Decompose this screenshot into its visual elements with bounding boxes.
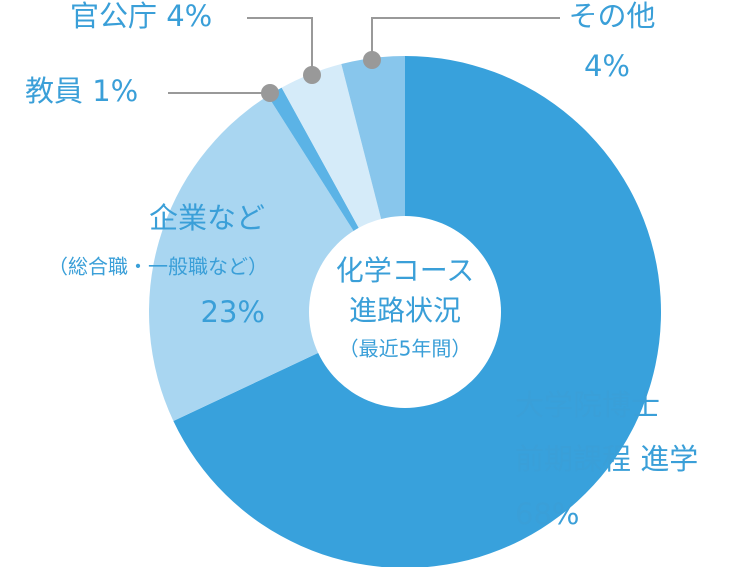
leader-dot [261, 84, 279, 102]
value-label: 1% [92, 74, 138, 108]
slice-label: 前期課程 進学 [515, 442, 698, 476]
leader-line [247, 17, 313, 75]
center-subtitle: （最近5年間） [339, 337, 472, 361]
value-label: 23% [201, 295, 265, 329]
slice-label: 官公庁 4% [70, 0, 212, 33]
leader-line [371, 17, 560, 60]
slice-label: 教員 1% [25, 74, 138, 108]
category: 官公庁 [70, 0, 157, 33]
value-label: 4% [166, 0, 212, 33]
leader-dot [363, 51, 381, 69]
value-label: 4% [584, 49, 630, 83]
slice-label: 大学院博士 [515, 388, 660, 422]
leader-dot [303, 66, 321, 84]
center-title: 化学コース [336, 254, 475, 287]
value-label: 68% [515, 497, 579, 531]
slice-label: その他 [568, 0, 655, 33]
category: 教員 [25, 74, 83, 108]
center-title: 進路状況 [349, 294, 461, 327]
slice-label: 企業など [149, 201, 265, 235]
slice-label: （総合職・一般職など） [48, 255, 268, 279]
center-hole [309, 216, 501, 408]
